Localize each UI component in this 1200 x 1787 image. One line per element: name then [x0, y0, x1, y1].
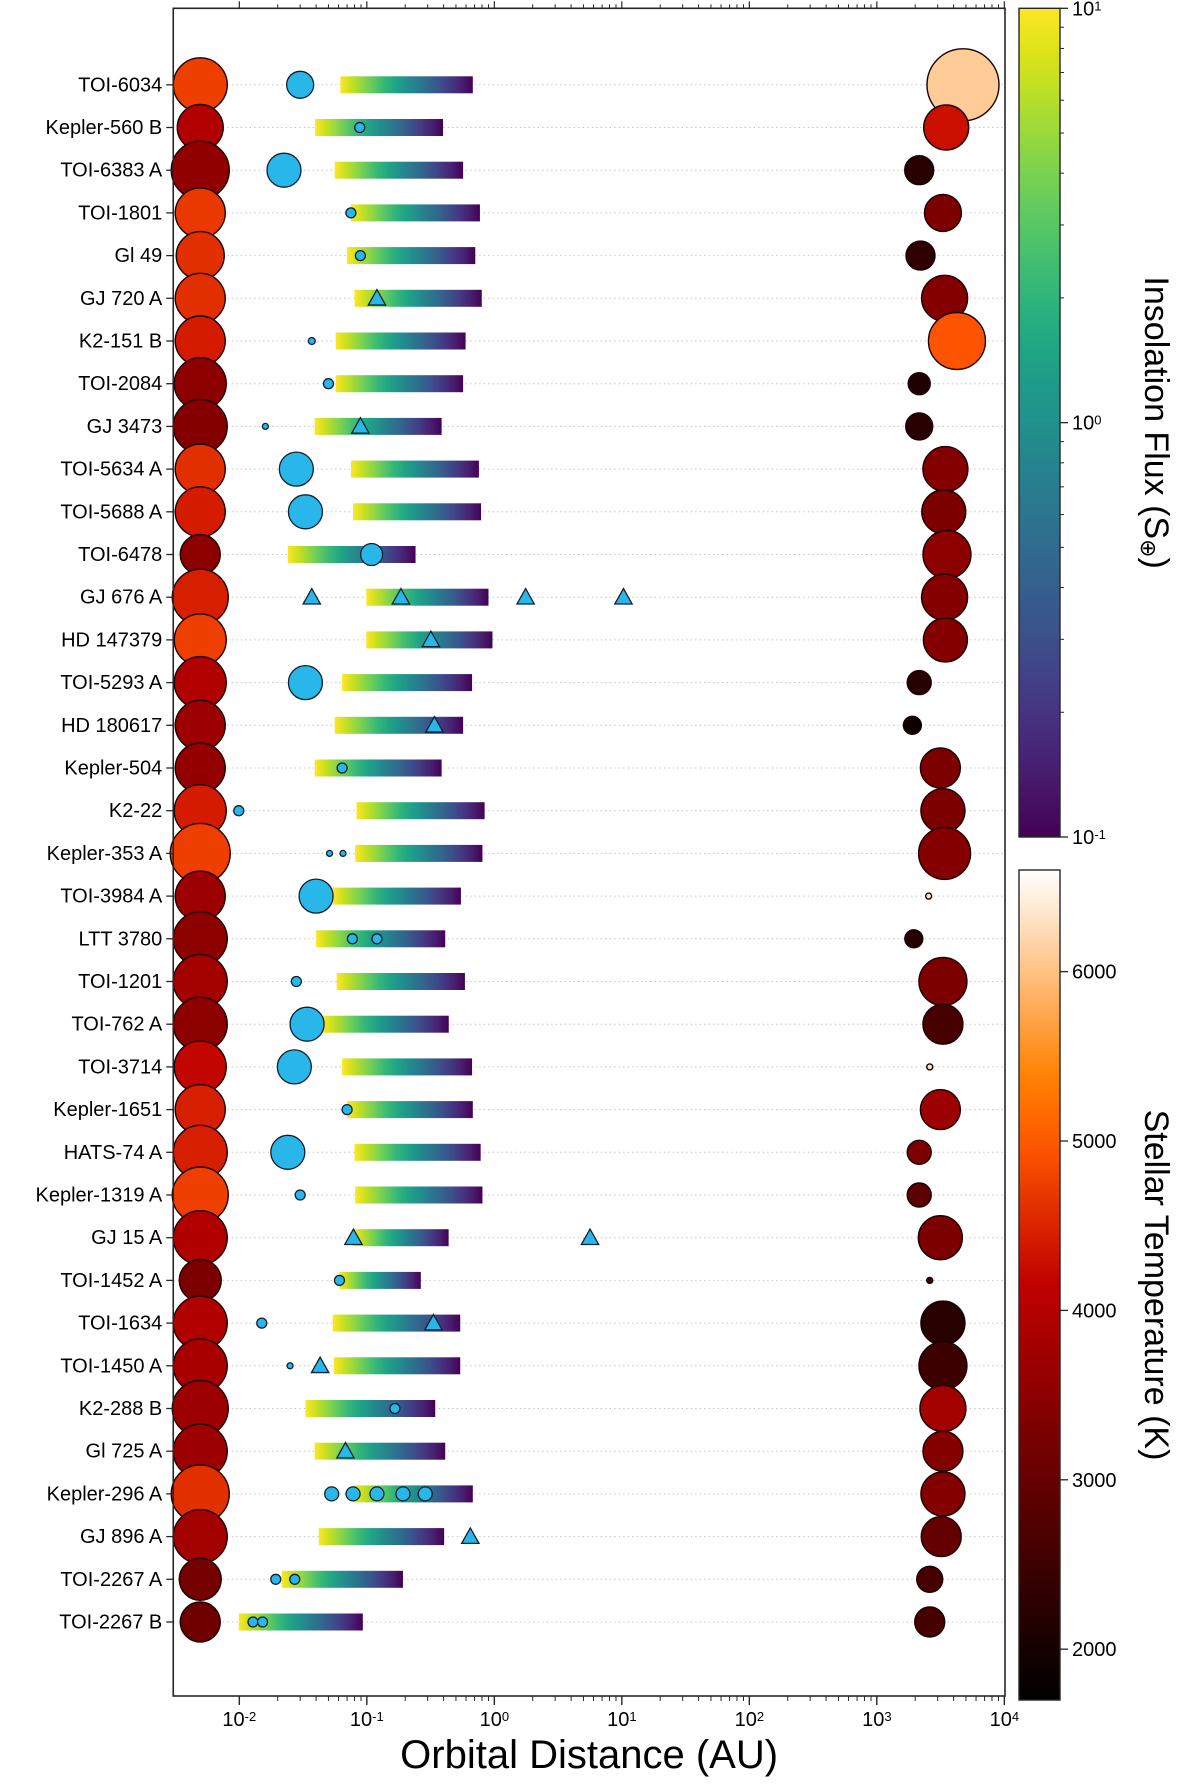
svg-text:TOI-5688 A: TOI-5688 A [60, 501, 163, 523]
svg-text:TOI-1450 A: TOI-1450 A [60, 1355, 163, 1377]
svg-text:Insolation Flux (S⊕): Insolation Flux (S⊕) [1136, 276, 1175, 568]
svg-text:HD 147379: HD 147379 [61, 629, 162, 651]
svg-text:TOI-1452 A: TOI-1452 A [60, 1270, 163, 1292]
svg-text:2000: 2000 [1072, 1639, 1117, 1661]
svg-text:Gl 49: Gl 49 [114, 245, 162, 267]
svg-text:5000: 5000 [1072, 1131, 1117, 1153]
svg-text:TOI-3714: TOI-3714 [78, 1056, 162, 1078]
svg-text:TOI-2267 A: TOI-2267 A [60, 1569, 163, 1591]
svg-text:GJ 896 A: GJ 896 A [80, 1526, 163, 1548]
svg-text:Kepler-504: Kepler-504 [64, 758, 162, 780]
svg-text:Kepler-1319 A: Kepler-1319 A [35, 1185, 162, 1207]
svg-text:GJ 15 A: GJ 15 A [91, 1227, 163, 1249]
svg-text:Kepler-560 B: Kepler-560 B [46, 117, 163, 139]
svg-text:Orbital Distance (AU): Orbital Distance (AU) [400, 1733, 778, 1777]
svg-text:TOI-2267 B: TOI-2267 B [59, 1612, 162, 1634]
svg-text:TOI-762 A: TOI-762 A [71, 1014, 162, 1036]
svg-text:3000: 3000 [1072, 1470, 1117, 1492]
svg-text:GJ 720 A: GJ 720 A [80, 288, 163, 310]
svg-text:Stellar Temperature (K): Stellar Temperature (K) [1137, 1110, 1175, 1461]
svg-text:HATS-74 A: HATS-74 A [64, 1142, 163, 1164]
svg-text:Kepler-1651: Kepler-1651 [53, 1099, 162, 1121]
svg-text:Gl 725 A: Gl 725 A [86, 1441, 163, 1463]
svg-text:TOI-3984 A: TOI-3984 A [60, 886, 163, 908]
svg-text:LTT 3780: LTT 3780 [78, 928, 162, 950]
svg-text:TOI-5634 A: TOI-5634 A [60, 459, 163, 481]
svg-text:TOI-6478: TOI-6478 [78, 544, 162, 566]
svg-text:TOI-1634: TOI-1634 [78, 1313, 162, 1335]
svg-text:K2-22: K2-22 [109, 800, 162, 822]
svg-text:GJ 3473: GJ 3473 [87, 416, 163, 438]
svg-text:HD 180617: HD 180617 [61, 715, 162, 737]
svg-text:Kepler-353 A: Kepler-353 A [47, 843, 163, 865]
svg-text:Kepler-296 A: Kepler-296 A [47, 1483, 163, 1505]
svg-text:4000: 4000 [1072, 1300, 1117, 1322]
svg-text:6000: 6000 [1072, 962, 1117, 984]
svg-text:TOI-1201: TOI-1201 [78, 971, 162, 993]
svg-text:K2-151 B: K2-151 B [79, 331, 162, 353]
svg-text:TOI-6034: TOI-6034 [78, 74, 162, 96]
svg-text:TOI-2084: TOI-2084 [78, 373, 162, 395]
svg-text:K2-288 B: K2-288 B [79, 1398, 162, 1420]
svg-text:TOI-6383 A: TOI-6383 A [60, 160, 163, 182]
svg-text:TOI-5293 A: TOI-5293 A [60, 672, 163, 694]
svg-text:GJ 676 A: GJ 676 A [80, 587, 163, 609]
svg-text:TOI-1801: TOI-1801 [78, 202, 162, 224]
